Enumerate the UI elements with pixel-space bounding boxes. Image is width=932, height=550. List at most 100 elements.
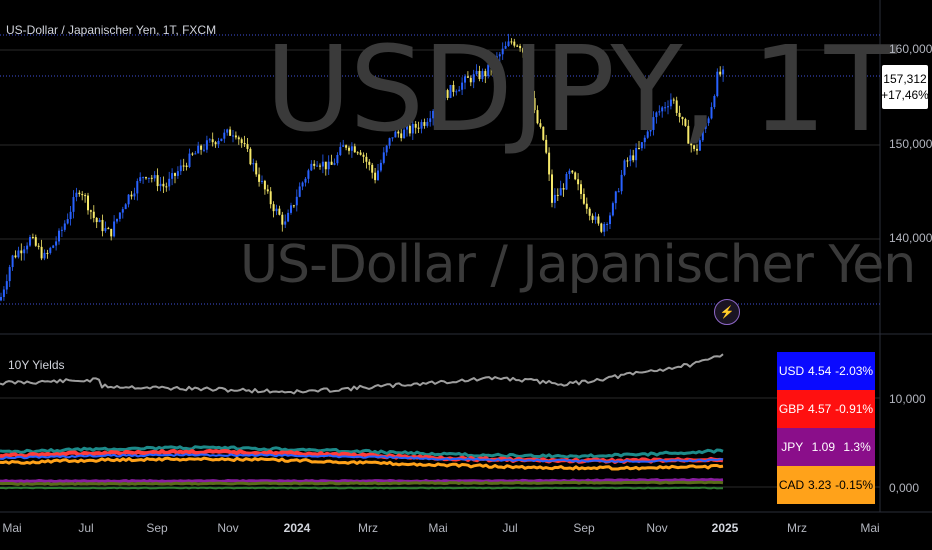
candle-body	[188, 153, 191, 167]
candle-body	[672, 99, 675, 101]
candle-body	[397, 131, 400, 134]
price-axis-label-150: 150,000	[889, 137, 932, 151]
candle-body	[290, 205, 292, 213]
candle-body	[31, 237, 34, 239]
candle-body	[722, 69, 725, 75]
candle-body	[116, 218, 118, 222]
candle-body	[640, 142, 643, 149]
candle-body	[153, 175, 156, 179]
candle-body	[104, 228, 107, 232]
candle-body	[536, 110, 539, 124]
candle-body	[14, 255, 17, 258]
candle-body	[78, 192, 81, 195]
candle-body	[34, 237, 37, 246]
lightning-icon: ⚡	[719, 305, 735, 319]
yield-row-gbp: GBP 4.57 -0.91%	[777, 390, 875, 428]
candle-body	[458, 89, 461, 92]
candle-body	[220, 138, 223, 141]
candle-body	[507, 41, 510, 46]
candle-body	[513, 41, 516, 46]
candle-body	[168, 178, 171, 187]
candle-body	[87, 195, 89, 211]
candle-body	[281, 214, 284, 225]
candle-body	[591, 215, 594, 220]
candle-body	[400, 133, 403, 139]
candle-body	[611, 203, 614, 216]
pane2-title[interactable]: 10Y Yields	[8, 358, 65, 372]
last-price: 157,312	[883, 72, 927, 86]
candle-body	[316, 165, 319, 167]
candle-body	[632, 155, 635, 161]
yield-line-jpy	[0, 477, 724, 483]
candle-body	[417, 127, 420, 129]
candle-body	[107, 228, 110, 230]
candle-body	[46, 252, 49, 254]
candle-body	[533, 98, 536, 111]
candle-body	[600, 223, 603, 232]
candle-body	[174, 173, 176, 176]
candle-body	[266, 189, 269, 192]
candle-body	[437, 100, 440, 107]
candle-body	[411, 123, 414, 134]
candle-body	[580, 184, 582, 194]
candle-body	[603, 224, 606, 232]
yield-row-cad: CAD 3.23 -0.15%	[777, 466, 875, 504]
candle-body	[26, 245, 29, 250]
candle-body	[29, 237, 31, 246]
candle-body	[252, 163, 255, 165]
candle-body	[72, 197, 75, 212]
candle-body	[232, 135, 234, 137]
candle-body	[333, 163, 336, 165]
candle-body	[240, 139, 243, 144]
candle-body	[275, 208, 278, 212]
candle-body	[710, 107, 713, 119]
candle-body	[350, 146, 353, 151]
candle-body	[368, 161, 371, 165]
time-axis-label: 2024	[283, 521, 311, 535]
candle-body	[719, 71, 722, 75]
yield-code: CAD	[778, 478, 805, 492]
yield-row-usd: USD 4.54 -2.03%	[777, 352, 875, 390]
candle-body	[403, 129, 406, 139]
time-axis-label: Nov	[217, 521, 239, 535]
pane2-axis-label-0: 0,000	[889, 481, 920, 495]
candle-body	[597, 216, 600, 224]
flash-button[interactable]: ⚡	[714, 299, 740, 325]
candle-body	[234, 135, 237, 138]
candle-body	[498, 54, 501, 57]
candle-body	[130, 194, 133, 197]
candle-body	[348, 147, 350, 151]
candle-body	[359, 152, 362, 155]
candle-body	[81, 194, 84, 196]
candle-body	[374, 172, 377, 181]
candle-body	[585, 203, 588, 209]
candle-body	[408, 125, 411, 134]
candle-body	[565, 173, 568, 190]
time-axis-label: Jul	[502, 521, 518, 535]
candle-body	[249, 148, 252, 165]
candle-body	[292, 205, 295, 207]
candle-body	[89, 210, 92, 212]
candle-body	[484, 71, 487, 77]
candle-body	[69, 211, 72, 220]
candle-body	[307, 170, 310, 179]
time-axis-label: Jul	[78, 521, 94, 535]
candle-body	[287, 212, 290, 222]
candle-body	[258, 174, 261, 182]
candle-body	[704, 123, 707, 129]
candle-body	[136, 181, 139, 194]
time-axis-label: Nov	[646, 521, 668, 535]
candle-body	[475, 70, 478, 75]
candle-body	[432, 110, 435, 119]
candle-body	[20, 250, 23, 254]
candle-body	[568, 170, 571, 174]
yield-code: USD	[778, 364, 805, 378]
candle-body	[365, 156, 368, 162]
candle-body	[466, 76, 469, 78]
candle-body	[11, 255, 14, 268]
symbol-title[interactable]: US-Dollar / Japanischer Yen, 1T, FXCM	[6, 23, 217, 37]
candle-body	[304, 178, 307, 183]
yield-change: 1.3%	[843, 440, 871, 454]
